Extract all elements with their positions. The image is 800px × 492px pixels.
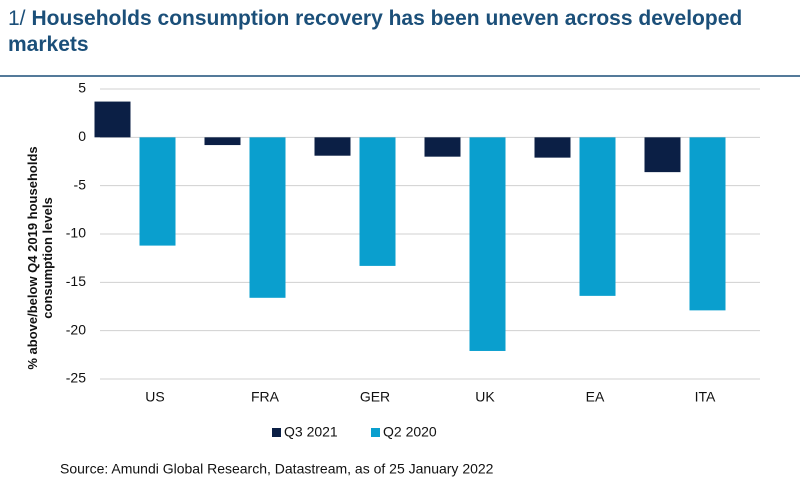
bar: [249, 137, 286, 298]
source: Source: Amundi Global Research, Datastre…: [60, 461, 494, 477]
bar: [579, 137, 616, 296]
bar: [139, 137, 176, 246]
legend-label: Q3 2021: [284, 424, 338, 440]
bar: [314, 137, 351, 156]
legend-label: Q2 2020: [383, 424, 437, 440]
x-tick-label: FRA: [251, 389, 280, 405]
bar: [644, 137, 681, 173]
x-tick-label: ITA: [695, 389, 716, 405]
y-tick-label: -5: [74, 176, 87, 192]
y-tick-label: -10: [66, 225, 86, 241]
x-tick-label: EA: [586, 389, 605, 405]
bar: [424, 137, 461, 157]
title-text: Households consumption recovery has been…: [8, 7, 743, 56]
y-tick-label: 0: [78, 128, 86, 144]
bar: [359, 137, 396, 266]
chart-title: 1/Households consumption recovery has be…: [8, 6, 768, 58]
bar: [689, 137, 726, 311]
bar: [534, 137, 571, 158]
bar: [204, 137, 241, 146]
legend-swatch: [272, 428, 281, 437]
y-tick-label: -25: [66, 370, 86, 386]
bar: [469, 137, 506, 351]
y-tick-label: -20: [66, 321, 86, 337]
legend-swatch: [371, 428, 380, 437]
y-tick-label: 5: [78, 80, 86, 96]
title-prefix: 1/: [8, 7, 26, 30]
x-tick-label: US: [145, 389, 164, 405]
bar: [94, 101, 131, 138]
y-axis-label: % above/below Q4 2019 households consump…: [25, 146, 55, 370]
x-tick-label: UK: [475, 389, 495, 405]
y-tick-label: -15: [66, 273, 86, 289]
x-tick-label: GER: [360, 389, 390, 405]
